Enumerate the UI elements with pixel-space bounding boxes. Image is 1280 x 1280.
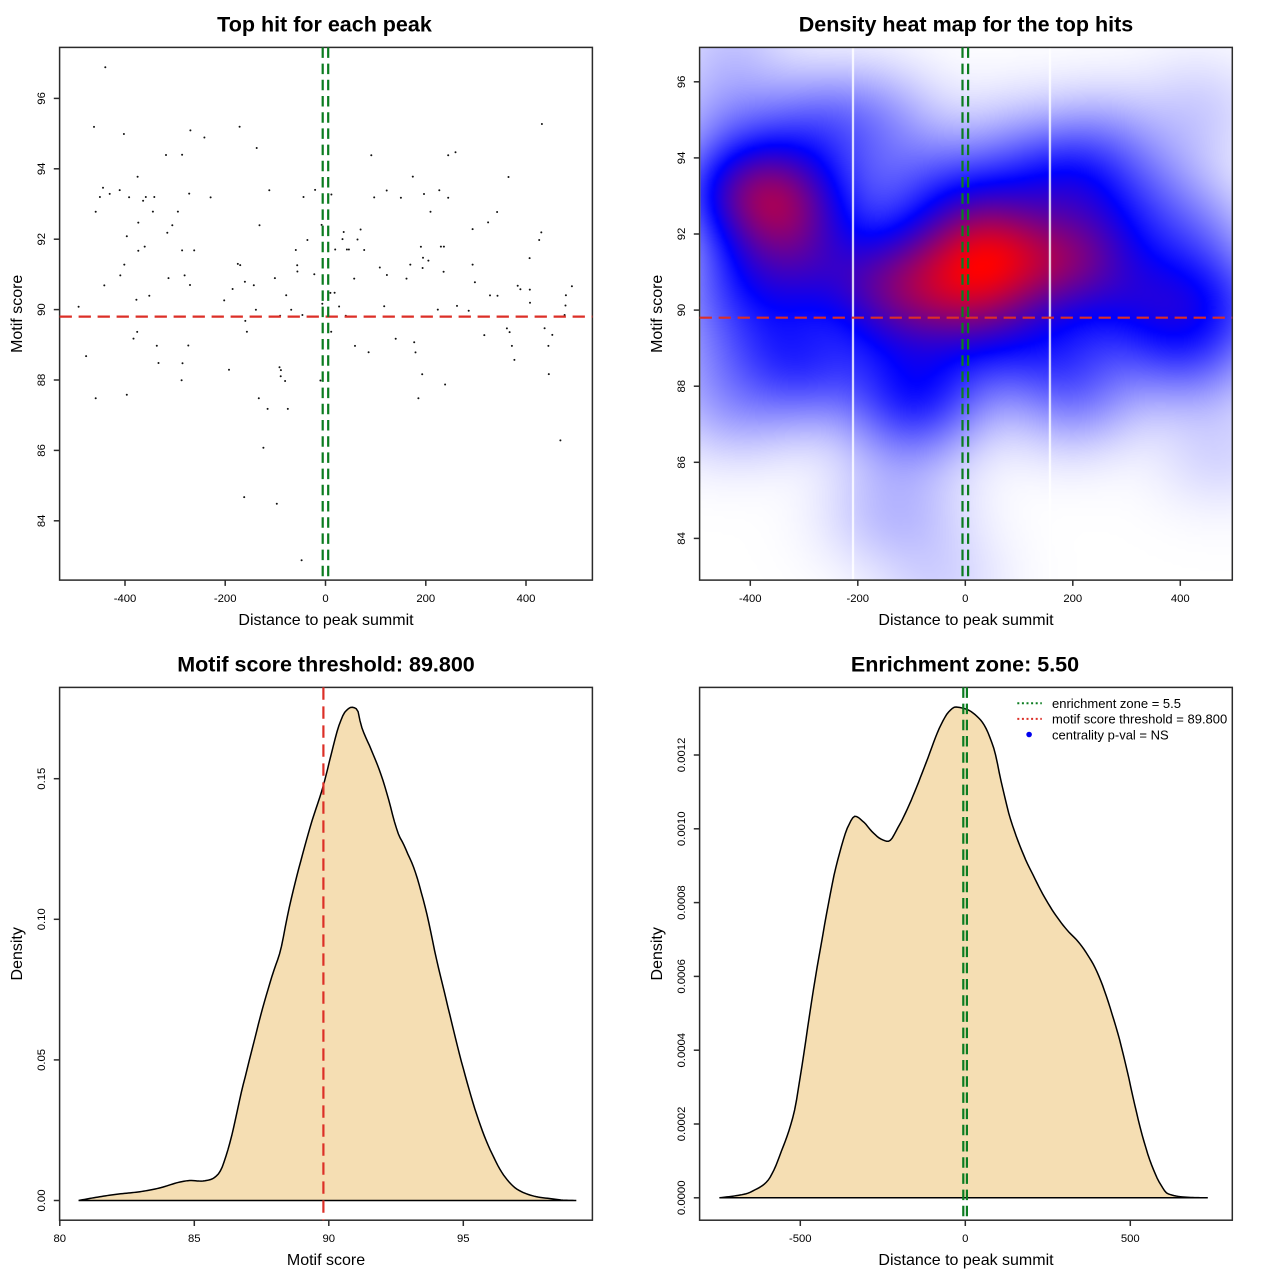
svg-text:0: 0	[322, 593, 328, 605]
svg-text:-500: -500	[789, 1233, 812, 1245]
svg-text:-400: -400	[739, 593, 762, 605]
svg-text:85: 85	[188, 1233, 201, 1245]
svg-text:96: 96	[36, 92, 48, 105]
svg-text:0: 0	[962, 593, 968, 605]
svg-text:96: 96	[676, 76, 688, 89]
svg-text:84: 84	[36, 515, 48, 528]
svg-text:200: 200	[1063, 593, 1082, 605]
svg-text:92: 92	[676, 228, 688, 241]
svg-text:80: 80	[54, 1233, 67, 1245]
svg-text:90: 90	[323, 1233, 336, 1245]
svg-text:-200: -200	[846, 593, 869, 605]
svg-text:88: 88	[36, 374, 48, 387]
svg-text:Enrichment zone: 5.50: Enrichment zone: 5.50	[851, 653, 1079, 677]
svg-text:Density: Density	[649, 927, 666, 980]
svg-text:Motif score: Motif score	[287, 1252, 365, 1269]
svg-text:Motif score: Motif score	[649, 275, 666, 353]
svg-text:0.0006: 0.0006	[676, 959, 688, 994]
svg-text:Density: Density	[9, 927, 26, 980]
svg-text:400: 400	[1171, 593, 1190, 605]
svg-text:500: 500	[1121, 1233, 1140, 1245]
svg-text:0: 0	[962, 1233, 968, 1245]
svg-text:0.05: 0.05	[36, 1049, 48, 1071]
svg-text:-200: -200	[214, 593, 237, 605]
svg-text:centrality p-val = NS: centrality p-val = NS	[1052, 727, 1169, 742]
svg-text:86: 86	[36, 444, 48, 457]
svg-text:200: 200	[416, 593, 435, 605]
svg-text:94: 94	[36, 163, 48, 176]
svg-text:0.0004: 0.0004	[676, 1033, 688, 1068]
svg-text:0.15: 0.15	[36, 768, 48, 790]
svg-text:0.0012: 0.0012	[676, 738, 688, 773]
svg-text:Motif score threshold: 89.800: Motif score threshold: 89.800	[177, 653, 475, 677]
svg-text:0.0000: 0.0000	[676, 1181, 688, 1216]
svg-text:-400: -400	[114, 593, 137, 605]
svg-text:400: 400	[517, 593, 536, 605]
svg-text:Motif score: Motif score	[9, 275, 26, 353]
svg-text:0.0008: 0.0008	[676, 885, 688, 920]
svg-text:90: 90	[36, 303, 48, 316]
svg-text:95: 95	[457, 1233, 470, 1245]
svg-text:84: 84	[676, 532, 688, 545]
svg-text:Distance to peak summit: Distance to peak summit	[238, 612, 414, 629]
svg-text:94: 94	[676, 152, 688, 165]
svg-text:Distance to peak summit: Distance to peak summit	[878, 1252, 1054, 1269]
svg-text:Distance to peak summit: Distance to peak summit	[878, 612, 1054, 629]
svg-text:motif score threshold = 89.800: motif score threshold = 89.800	[1052, 712, 1227, 727]
svg-text:92: 92	[36, 233, 48, 246]
svg-text:Density heat map for the top h: Density heat map for the top hits	[799, 13, 1134, 37]
svg-text:90: 90	[676, 304, 688, 317]
svg-text:Top hit for each peak: Top hit for each peak	[217, 13, 432, 37]
svg-text:0.0002: 0.0002	[676, 1107, 688, 1142]
svg-text:0.0010: 0.0010	[676, 812, 688, 847]
svg-text:88: 88	[676, 380, 688, 393]
svg-text:86: 86	[676, 456, 688, 469]
svg-text:0.10: 0.10	[36, 908, 48, 930]
svg-text:enrichment zone = 5.5: enrichment zone = 5.5	[1052, 696, 1181, 711]
svg-text:0.00: 0.00	[36, 1190, 48, 1212]
